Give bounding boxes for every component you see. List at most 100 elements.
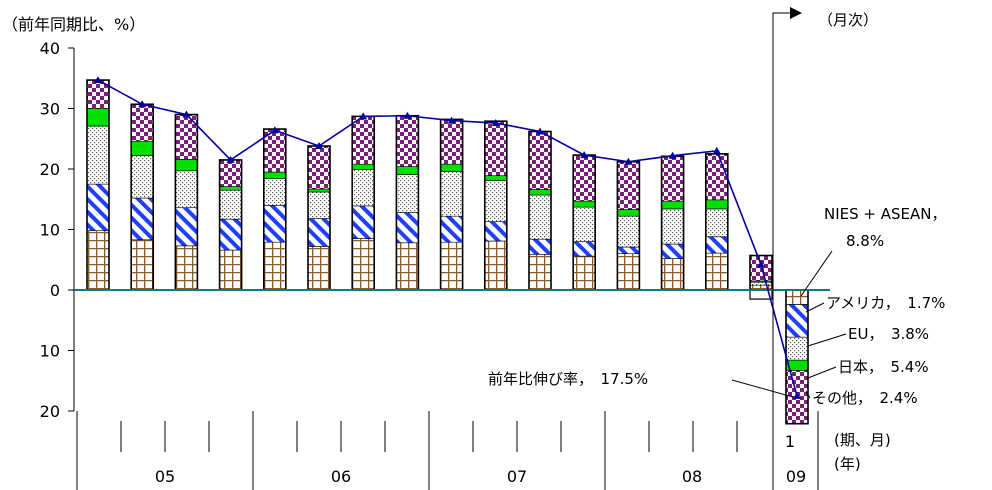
bar-segment-green [440,163,463,172]
bar-segment-dotted [749,281,773,286]
bar-segment-purple-check [307,145,331,190]
bar-segment-blue-diagonal [351,205,375,239]
bar-segment-blue-diagonal [396,212,419,244]
bar-segment-brown-grid [219,249,242,291]
bar-segment-dotted [528,194,552,240]
annotation-eu: EU， 3.8% [848,325,929,343]
growth-rate-point [182,110,191,118]
bar-segment-purple-check [484,120,508,176]
bar-segment-dotted [572,206,596,242]
annotation-nies-asean-value: 8.8% [846,232,884,250]
bar-segment-dotted [351,169,375,207]
bar-segment-brown-grid [705,252,729,291]
bar-stack-group [86,79,809,425]
y-tick-label: 30 [40,100,60,119]
x-year-label: 07 [507,467,527,486]
growth-rate-point [624,157,633,165]
x-tick-marks [76,411,819,490]
bar-segment-green [351,163,375,170]
y-tick-label: 10 [40,342,60,361]
bar-segment-dotted [175,170,198,209]
bar-segment-blue-diagonal [785,304,809,338]
bar-segment-purple-check [749,255,773,282]
bar-segment-blue-diagonal [175,207,198,247]
bar-segment-blue-diagonal [307,218,331,247]
leader-growth-rate [731,379,794,398]
bar-segment-blue-diagonal [705,236,729,254]
monthly-arrow-icon [790,7,802,19]
bar-segment-purple-check [219,159,242,187]
growth-rate-point [757,260,765,268]
leader-eu [807,333,847,347]
bar-segment-purple-check [705,153,729,201]
bar-segment-blue-diagonal [572,241,596,257]
bar-segment-blue-diagonal [86,183,110,232]
growth-rate-point [403,111,412,119]
bar-segment-green [307,188,331,193]
bar-segment-green [484,175,508,181]
bar-segment-green [528,189,552,196]
bar-segment-brown-grid [351,238,375,291]
bar-segment-brown-grid [617,253,640,291]
x-year-label: 05 [155,467,175,486]
bar-segment-blue-diagonal [263,205,287,243]
bar-segment-brown-grid [440,241,463,291]
y-tick-label: 40 [40,39,60,58]
y-tick-label: 20 [40,402,60,421]
bar-segment-blue-diagonal [440,215,463,243]
y-tick-labels: 40 30 20 10 0 10 20 [40,39,60,421]
bar-segment-blue-diagonal [130,197,154,241]
bar-segment-purple-check [351,116,375,165]
bar-segment-dotted [617,215,640,248]
y-tick-label: 10 [40,221,60,240]
bar-segment-green [661,200,684,210]
growth-rate-markers [94,76,801,399]
monthly-caption: （月次） [818,11,878,29]
bar-segment-dotted [86,125,110,185]
bar-segment-dotted [705,208,729,238]
bar-segment-green [86,108,110,127]
growth-rate-point [712,146,721,154]
bar-segment-brown-grid [86,230,110,291]
growth-rate-point [793,391,801,399]
bar-segment-green [175,159,198,172]
bar-segment-purple-check [396,115,419,167]
leader-other [805,390,811,399]
bar-segment-dotted [785,336,809,361]
bar-segment-brown-grid [785,289,809,305]
bar-segment-purple-check [175,114,198,160]
bar-segment-blue-diagonal [484,221,508,242]
x-year-label: 09 [786,467,806,486]
bar-segment-purple-check [440,119,463,165]
bar-segment-brown-grid [396,242,419,291]
leader-nies-asean [800,250,833,297]
bar-segment-green [130,140,154,156]
bar-segment-green [572,200,596,208]
x-year-label: 06 [331,467,351,486]
x-axis-caption-year: (年) [834,455,861,473]
growth-rate-point [270,126,279,134]
growth-rate-point [536,127,544,135]
bar-segment-dotted [396,174,419,213]
growth-rate-point [491,119,500,127]
growth-rate-point [138,100,147,108]
y-tick-marks [68,47,74,412]
bar-segment-green [617,209,640,217]
annotation-other: その他， 2.4% [812,389,918,407]
bar-segment-dotted [440,171,463,217]
growth-rate-point [447,116,456,124]
y-tick-label: 20 [40,160,60,179]
bar-segment-dotted [130,155,154,199]
growth-rate-point [580,151,589,159]
bar-segment-purple-check [661,155,684,202]
bar-segment-green [705,199,729,210]
x-year-label: 08 [682,467,702,486]
bar-segment-brown-grid [661,258,684,291]
bar-segment-brown-grid [263,241,287,291]
bar-segment-dotted [263,178,287,206]
bar-segment-dotted [219,189,242,220]
bar-segment-brown-grid [572,255,596,291]
bar-segment-brown-grid [528,254,552,291]
annotation-growth-rate: 前年比伸び率， 17.5% [488,370,648,388]
